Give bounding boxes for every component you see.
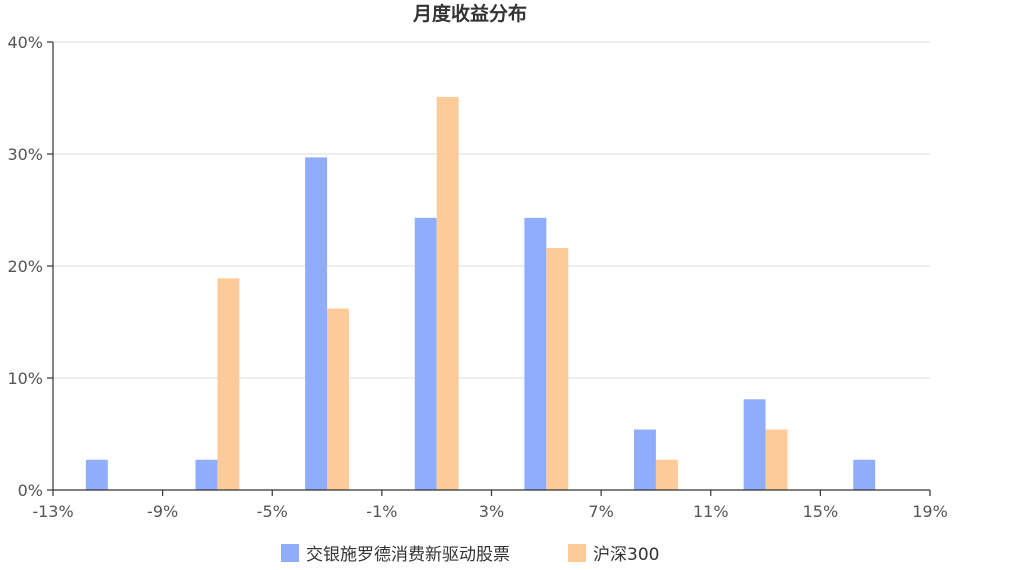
bar-fund[interactable] <box>195 459 218 490</box>
y-tick-label: 0% <box>18 481 43 500</box>
x-tick-label: 15% <box>803 502 839 521</box>
bar-index[interactable] <box>546 248 569 490</box>
x-tick-label: -9% <box>147 502 178 521</box>
bar-fund[interactable] <box>305 157 328 491</box>
chart-title: 月度收益分布 <box>412 2 527 25</box>
legend-item-index[interactable]: 沪深300 <box>568 544 659 565</box>
bar-fund[interactable] <box>743 399 766 490</box>
bar-fund[interactable] <box>853 459 876 490</box>
legend-label: 沪深300 <box>593 545 659 565</box>
bar-index[interactable] <box>436 96 459 490</box>
legend-item-fund[interactable]: 交银施罗德消费新驱动股票 <box>281 544 510 565</box>
y-tick-label: 40% <box>7 33 43 52</box>
x-tick-label: -13% <box>32 502 73 521</box>
x-tick-label: 11% <box>693 502 729 521</box>
x-tick-label: 19% <box>912 502 948 521</box>
y-tick-label: 10% <box>7 369 43 388</box>
x-tick-label: 7% <box>588 502 613 521</box>
legend-swatch <box>568 544 586 562</box>
bar-fund[interactable] <box>524 217 547 490</box>
x-tick-label: 3% <box>479 502 504 521</box>
bar-fund[interactable] <box>414 217 437 490</box>
y-tick-label: 20% <box>7 257 43 276</box>
legend: 交银施罗德消费新驱动股票 沪深300 <box>281 544 659 565</box>
bar-index[interactable] <box>655 459 678 490</box>
bars <box>85 96 876 491</box>
legend-swatch <box>281 544 299 562</box>
bar-fund[interactable] <box>634 429 656 490</box>
y-tick-label: 30% <box>7 145 43 164</box>
x-tick-label: -1% <box>366 502 397 521</box>
grid-lines <box>53 41 930 379</box>
bar-index[interactable] <box>217 278 240 490</box>
axes: 0% 10% 20% 30% 40% -13% -9% -5% -1% 3% 7% 11% 15% 19% <box>7 33 947 521</box>
legend-label: 交银施罗德消费新驱动股票 <box>306 545 510 565</box>
bar-index[interactable] <box>327 308 349 490</box>
bar-fund[interactable] <box>85 459 108 490</box>
x-tick-label: -5% <box>257 502 288 521</box>
bar-index[interactable] <box>765 429 788 490</box>
